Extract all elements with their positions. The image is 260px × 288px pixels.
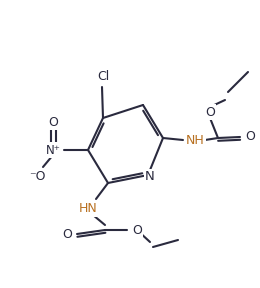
Text: O: O	[62, 228, 72, 240]
Text: ⁻O: ⁻O	[29, 170, 45, 183]
Text: NH: NH	[186, 134, 204, 147]
Text: HN: HN	[79, 202, 98, 215]
Text: O: O	[132, 223, 142, 236]
Text: O: O	[48, 115, 58, 128]
Text: N: N	[145, 170, 155, 183]
Text: N⁺: N⁺	[46, 143, 60, 156]
Text: O: O	[245, 130, 255, 143]
Text: O: O	[205, 105, 215, 118]
Text: Cl: Cl	[97, 69, 109, 82]
